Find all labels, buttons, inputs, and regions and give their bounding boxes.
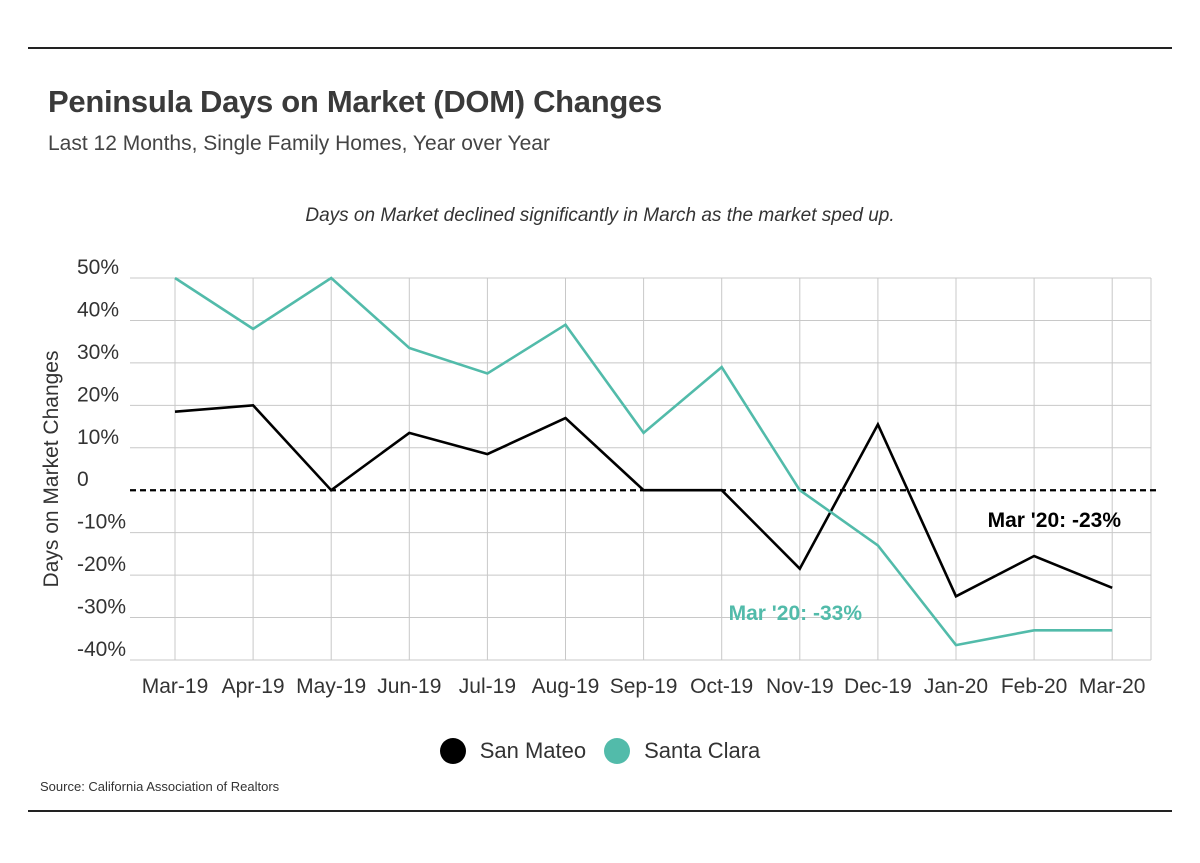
x-tick-label: Jun-19 [377,675,441,698]
legend-label-santa-clara: Santa Clara [644,738,761,763]
y-tick-label: 50% [77,256,119,279]
x-tick-label: Dec-19 [844,675,912,698]
legend-swatch-santa-clara [604,738,631,764]
x-tick-label: Sep-19 [610,675,678,698]
x-tick-label: Nov-19 [766,675,834,698]
y-tick-label: 40% [77,298,119,321]
x-tick-label: Aug-19 [532,675,600,698]
y-tick-label: -30% [77,596,126,619]
x-tick-label: Mar-20 [1079,675,1146,698]
legend: San Mateo Santa Clara [0,738,1200,764]
series-lines [174,276,1113,647]
chart-subtitle: Last 12 Months, Single Family Homes, Yea… [48,132,550,155]
end-label-santa-clara: Mar '20: -33% [729,602,863,625]
legend-item-san-mateo: San Mateo [439,738,587,764]
y-axis-ticks: 50% 40% 30% 20% 10% 0 -10% -20% -30% -40% [77,256,126,661]
x-tick-label: Apr-19 [222,675,285,698]
x-tick-label: Jul-19 [459,675,516,698]
y-tick-label: -40% [77,638,126,661]
end-label-san-mateo: Mar '20: -23% [988,509,1122,532]
series-line-san-mateo [174,403,1113,599]
x-tick-label: Feb-20 [1001,675,1068,698]
grid [130,277,1157,661]
y-tick-label: 10% [77,426,119,449]
legend-item-santa-clara: Santa Clara [604,738,760,764]
y-tick-label: -10% [77,511,126,534]
x-tick-label: Mar-19 [142,675,209,698]
y-tick-label: -20% [77,553,126,576]
y-tick-label: 20% [77,383,119,406]
x-tick-label: May-19 [296,675,366,698]
top-rule [28,47,1172,49]
y-tick-label: 30% [77,341,119,364]
bottom-rule [28,810,1172,812]
legend-label-san-mateo: San Mateo [479,738,587,763]
x-axis-ticks: Mar-19 Apr-19 May-19 Jun-19 Jul-19 Aug-19 Sep-… [142,675,1146,698]
legend-swatch-san-mateo [439,738,466,764]
source-note: Source: California Association of Realto… [40,779,280,794]
x-tick-label: Oct-19 [690,675,753,698]
y-tick-label: 0 [77,468,89,491]
chart-title: Peninsula Days on Market (DOM) Changes [48,84,662,119]
end-labels: Mar '20: -23% Mar '20: -33% [729,509,1122,625]
series-line-santa-clara [174,276,1113,647]
x-tick-label: Jan-20 [924,675,988,698]
y-axis-label: Days on Market Changes [40,351,63,588]
chart-annotation-note: Days on Market declined significantly in… [305,205,894,226]
